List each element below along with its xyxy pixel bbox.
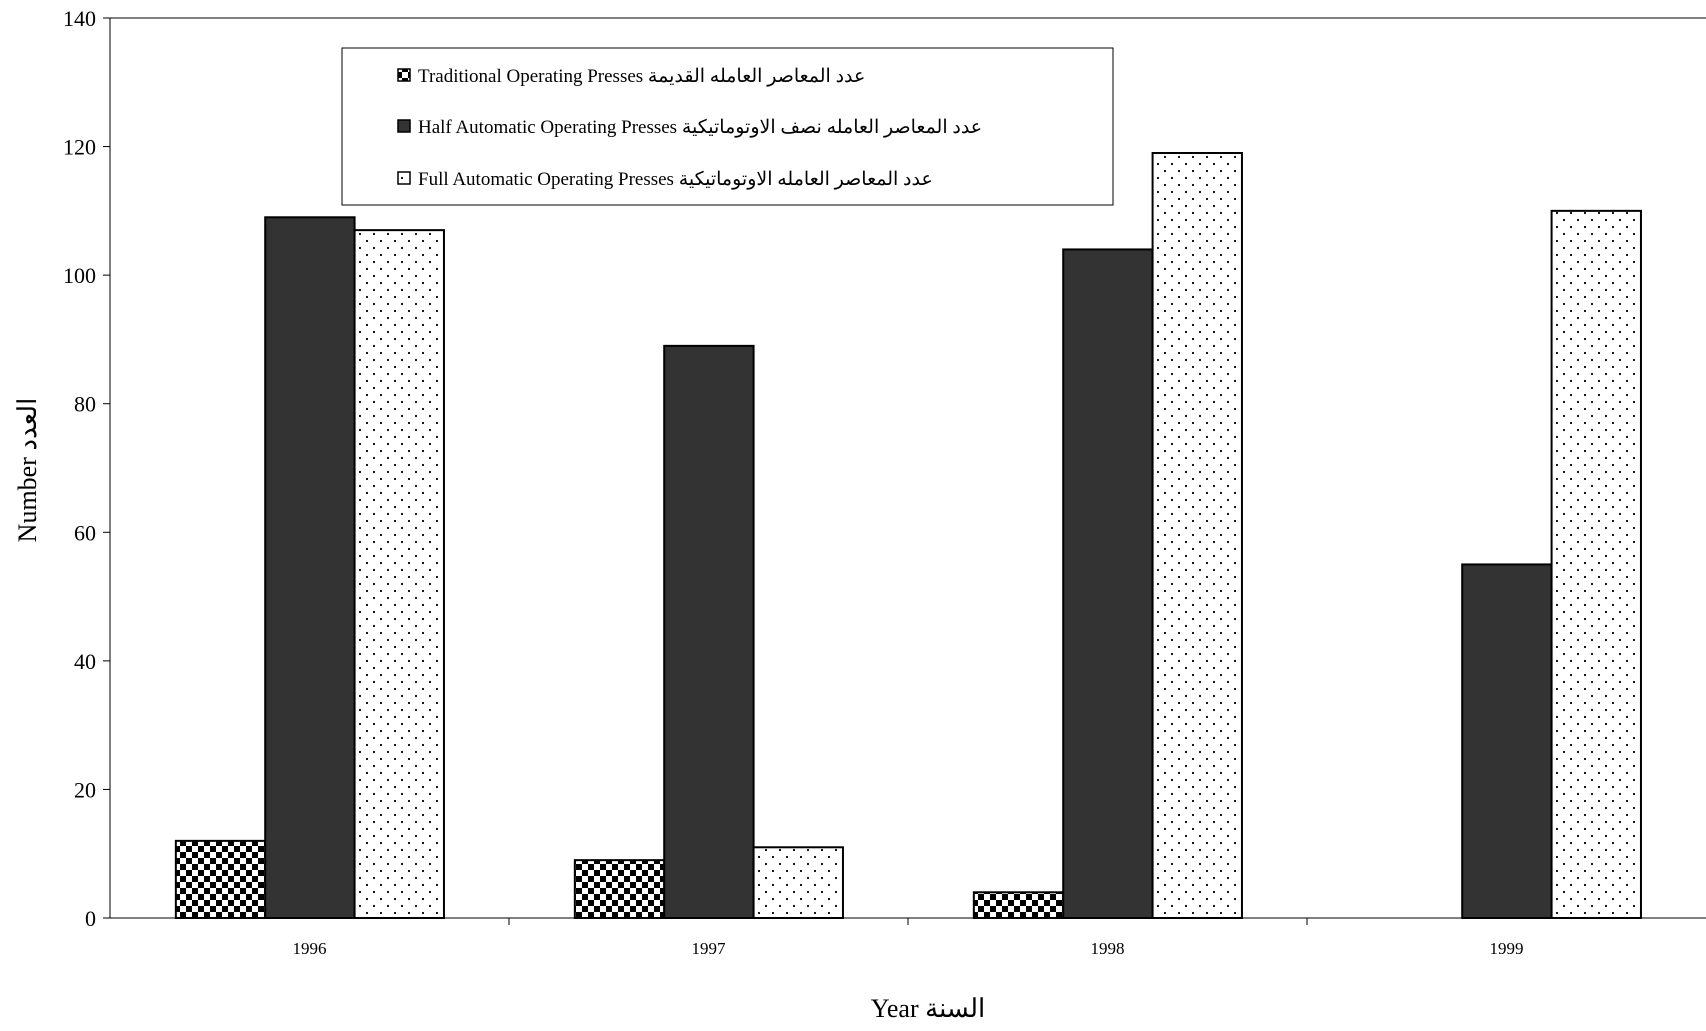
- y-axis-ticks: 0 20 40 60 80 100 120 140: [63, 6, 110, 931]
- bar-half-automatic-1998: [1062, 248, 1154, 919]
- bar-full-automatic-1998: [1151, 152, 1243, 919]
- x-axis-ticks: 1996 1997 1998 1999: [293, 918, 1524, 958]
- bar-traditional-1998: [972, 891, 1065, 919]
- y-tick-label: 100: [63, 263, 96, 288]
- x-axis-title: Year السنة: [871, 994, 986, 1023]
- x-tick-label: 1996: [293, 939, 327, 958]
- bar-traditional-1997: [573, 859, 666, 920]
- y-tick-label: 0: [85, 906, 96, 931]
- bar-full-automatic-1996: [353, 229, 445, 919]
- y-axis-title: Number العدد: [13, 398, 42, 543]
- bar-full-automatic-1997: [752, 846, 844, 919]
- bar-half-automatic-1997: [663, 344, 755, 920]
- legend-swatch-full-automatic: [397, 171, 411, 185]
- bar-half-automatic-1996: [264, 216, 356, 920]
- legend-label-traditional: Traditional Operating Presses عدد المعاص…: [418, 66, 865, 87]
- x-tick-label: 1999: [1490, 939, 1524, 958]
- y-tick-label: 120: [63, 135, 96, 160]
- bar-half-automatic-1999: [1461, 563, 1553, 920]
- x-tick-label: 1998: [1091, 939, 1125, 958]
- bar-full-automatic-1999: [1550, 209, 1642, 920]
- bar-traditional-1996: [174, 839, 267, 919]
- legend-label-full-automatic: Full Automatic Operating Presses عدد الم…: [418, 169, 933, 190]
- y-tick-label: 40: [74, 649, 96, 674]
- bars: [174, 152, 1642, 920]
- y-tick-label: 80: [74, 392, 96, 417]
- legend-label-half-automatic: Half Automatic Operating Presses عدد الم…: [418, 117, 982, 138]
- y-tick-label: 20: [74, 777, 96, 802]
- x-tick-label: 1997: [692, 939, 727, 958]
- legend-swatch-half-automatic: [397, 119, 411, 133]
- legend: Traditional Operating Presses عدد المعاص…: [341, 47, 1114, 206]
- y-tick-label: 140: [63, 6, 96, 31]
- legend-swatch-traditional: [397, 68, 411, 82]
- legend-box: [341, 47, 1114, 206]
- y-tick-label: 60: [74, 520, 96, 545]
